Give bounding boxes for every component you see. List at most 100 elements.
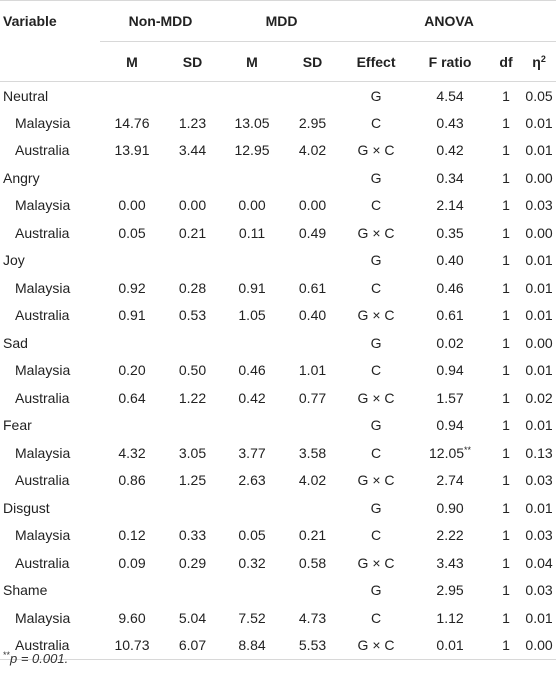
variable-label: Sad [3, 334, 28, 351]
cell-m-non-mdd [100, 82, 164, 110]
cell-sd-mdd: 1.01 [298, 362, 327, 379]
variable-label: Joy [3, 252, 25, 269]
f-ratio-value: 12.05 [429, 444, 465, 461]
cell-sd-non-mdd [164, 412, 221, 440]
cell-df: 1 [490, 631, 523, 660]
cell-eta-squared: 0.13 [525, 444, 553, 461]
cell-sd-mdd [283, 412, 342, 440]
table-row: Australia 10.73 6.07 8.84 5.53 G × C 0.01 1 0.00 [0, 631, 556, 660]
header-m-non-mdd: M [100, 41, 164, 82]
country-label: Malaysia [15, 362, 71, 379]
cell-f-ratio: 0.90 [410, 494, 490, 522]
cell-effect: C [370, 527, 382, 544]
country-label: Malaysia [15, 444, 71, 461]
cell-sd-non-mdd [164, 164, 221, 192]
cell-f-ratio: 2.95 [410, 577, 490, 605]
cell-effect: G × C [357, 389, 395, 406]
cell-sd-non-mdd: 1.25 [178, 472, 207, 489]
table-row: Neutral G 4.54 1 0.05 [0, 82, 556, 110]
cell-m-mdd: 3.77 [238, 444, 266, 461]
f-ratio-value: 2.14 [436, 197, 464, 214]
cell-eta-squared: 0.01 [525, 609, 553, 626]
cell-m-non-mdd: 0.92 [118, 279, 146, 296]
cell-m-mdd: 12.95 [234, 142, 270, 159]
f-ratio-value: 2.74 [436, 472, 464, 489]
cell-sd-non-mdd [164, 247, 221, 275]
cell-sd-non-mdd [164, 494, 221, 522]
cell-effect: G [370, 582, 382, 599]
f-ratio-value: 0.42 [436, 142, 464, 159]
header-group-non-mdd: Non-MDD [100, 0, 222, 42]
cell-df: 1 [502, 582, 510, 599]
footnote-text: p = 0.001. [10, 651, 69, 666]
f-ratio-value: 0.61 [436, 307, 464, 324]
cell-df: 1 [502, 499, 510, 516]
cell-m-mdd: 7.52 [238, 609, 266, 626]
cell-f-ratio: 2.74 [410, 467, 490, 495]
cell-df: 1 [502, 444, 510, 461]
f-ratio-value: 0.90 [436, 499, 464, 516]
cell-eta-squared: 0.00 [522, 631, 556, 660]
table-row: Australia 0.86 1.25 2.63 4.02 G × C 2.74 1 0.03 [0, 467, 556, 495]
table-row: Malaysia 0.92 0.28 0.91 0.61 C 0.46 1 0.01 [0, 274, 556, 302]
f-ratio-value: 3.43 [436, 554, 464, 571]
cell-effect: G [370, 252, 382, 269]
cell-eta-squared: 0.01 [525, 362, 553, 379]
table-row: Malaysia 0.00 0.00 0.00 0.00 C 2.14 1 0.03 [0, 192, 556, 220]
cell-m-mdd [221, 247, 283, 275]
cell-df: 1 [502, 417, 510, 434]
table-row: Malaysia 14.76 1.23 13.05 2.95 C 0.43 1 0.01 [0, 109, 556, 137]
header-row-groups: Variable Non-MDD MDD ANOVA [0, 0, 556, 42]
cell-df: 1 [502, 224, 510, 241]
cell-df: 1 [502, 279, 510, 296]
f-ratio-value: 4.54 [436, 87, 464, 104]
cell-m-non-mdd [100, 329, 164, 357]
footnote-mark: ** [3, 650, 11, 660]
cell-m-non-mdd: 0.64 [118, 389, 146, 406]
cell-effect: G × C [357, 224, 395, 241]
cell-effect: C [370, 279, 382, 296]
table-row: Angry G 0.34 1 0.00 [0, 164, 556, 192]
cell-sd-mdd: 4.02 [298, 142, 327, 159]
cell-m-mdd: 2.63 [238, 472, 266, 489]
cell-effect: C [370, 114, 382, 131]
country-label: Australia [15, 307, 70, 324]
header-variable: Variable [0, 0, 100, 42]
cell-f-ratio: 0.43 [410, 109, 490, 137]
cell-df: 1 [502, 307, 510, 324]
country-label: Australia [15, 224, 70, 241]
cell-eta-squared: 0.03 [525, 197, 553, 214]
table-row: Malaysia 9.60 5.04 7.52 4.73 C 1.12 1 0.01 [0, 604, 556, 632]
cell-effect: C [370, 444, 382, 461]
header-df: df [490, 41, 523, 82]
cell-effect: G [370, 87, 382, 104]
table-row: Australia 0.05 0.21 0.11 0.49 G × C 0.35 1 0.00 [0, 219, 556, 247]
cell-eta-squared: 0.01 [525, 142, 553, 159]
country-label: Malaysia [15, 609, 71, 626]
f-ratio-value: 0.02 [436, 334, 464, 351]
cell-eta-squared: 0.04 [525, 554, 553, 571]
cell-sd-non-mdd: 0.53 [178, 307, 207, 324]
country-label: Australia [15, 389, 70, 406]
cell-m-non-mdd [100, 164, 164, 192]
header-group-anova: ANOVA [342, 0, 556, 42]
header-sd-non-mdd: SD [164, 41, 222, 82]
cell-effect: C [370, 609, 382, 626]
country-label: Australia [15, 142, 70, 159]
cell-effect: G × C [342, 631, 411, 660]
f-ratio-value: 0.01 [436, 637, 464, 653]
cell-sd-non-mdd: 3.44 [178, 142, 207, 159]
cell-m-mdd: 0.00 [238, 197, 266, 214]
cell-m-mdd [221, 329, 283, 357]
cell-f-ratio: 0.40 [410, 247, 490, 275]
cell-df: 1 [502, 334, 510, 351]
cell-sd-mdd: 4.02 [298, 472, 327, 489]
header-sd-mdd: SD [283, 41, 343, 82]
cell-sd-non-mdd: 0.28 [178, 279, 207, 296]
cell-f-ratio: 2.22 [410, 522, 490, 550]
table-row: Malaysia 0.12 0.33 0.05 0.21 C 2.22 1 0.03 [0, 522, 556, 550]
cell-f-ratio: 0.35 [410, 219, 490, 247]
f-ratio-value: 1.12 [436, 609, 464, 626]
cell-f-ratio: 0.94 [410, 357, 490, 385]
cell-eta-squared: 0.00 [525, 334, 553, 351]
